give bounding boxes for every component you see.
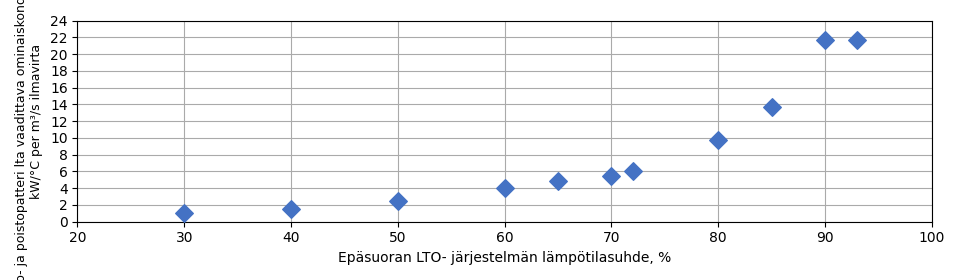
- Point: [390, 199, 405, 203]
- Point: [625, 169, 640, 174]
- Point: [283, 207, 299, 211]
- Point: [177, 211, 192, 216]
- Point: [710, 138, 726, 143]
- Point: [850, 38, 865, 42]
- Point: [497, 186, 513, 190]
- Point: [817, 38, 832, 42]
- Point: [604, 173, 619, 178]
- Point: [764, 105, 780, 109]
- Y-axis label: Tulo- ja poistopatteri lta vaadittava ominaiskonduktanssi
kW/°C per m³/s ilmavir: Tulo- ja poistopatteri lta vaadittava om…: [15, 0, 43, 280]
- X-axis label: Epäsuoran LTO- järjestelmän lämpötilasuhde, %: Epäsuoran LTO- järjestelmän lämpötilasuh…: [338, 251, 671, 265]
- Point: [550, 179, 565, 184]
